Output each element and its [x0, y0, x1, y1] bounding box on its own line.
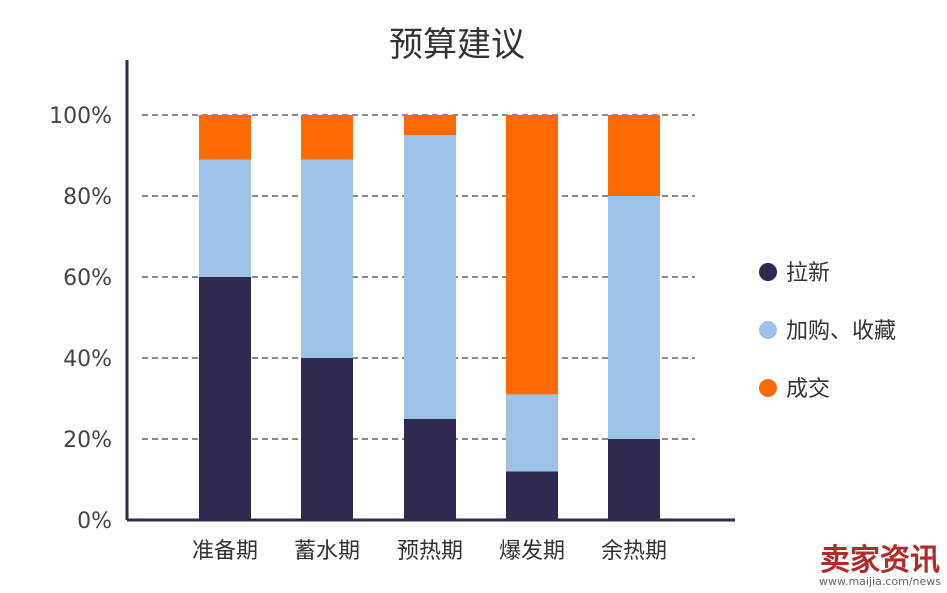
legend-label: 加购、收藏 [786, 319, 896, 344]
legend-marker [759, 379, 777, 397]
x-tick-label: 蓄水期 [294, 539, 360, 564]
x-tick-label: 准备期 [192, 539, 258, 564]
watermark: 卖家资讯 www.maijia.com/news [819, 543, 941, 588]
bar-segment [301, 358, 353, 520]
bar-segment [301, 115, 353, 160]
chart-title: 预算建议 [389, 25, 525, 65]
bars [199, 115, 660, 520]
x-tick-label: 爆发期 [499, 539, 565, 564]
legend-label: 拉新 [786, 261, 830, 286]
bar-segment [506, 471, 558, 520]
y-axis-ticks: 0% 20% 40% 60% 80% 100% [49, 104, 112, 534]
bar-segment [608, 196, 660, 439]
bar-segment [301, 159, 353, 358]
axes [125, 60, 735, 522]
bar-segment [608, 439, 660, 520]
bar-segment [199, 159, 251, 277]
watermark-text: 卖家资讯 [820, 543, 940, 578]
legend-marker [759, 321, 777, 339]
legend-label: 成交 [786, 377, 830, 402]
y-tick-label: 80% [63, 185, 112, 210]
bar-segment [404, 115, 456, 136]
bar-segment [404, 135, 456, 419]
watermark-url: www.maijia.com/news [819, 575, 941, 588]
y-tick-label: 40% [63, 347, 112, 372]
x-tick-label: 余热期 [601, 539, 667, 564]
y-tick-label: 0% [77, 509, 112, 534]
x-axis-labels: 准备期 蓄水期 预热期 爆发期 余热期 [192, 539, 667, 564]
bar-segment [199, 115, 251, 160]
bar-segment [506, 115, 558, 395]
bar-segment [404, 418, 456, 520]
bar-segment [199, 277, 251, 520]
y-tick-label: 100% [49, 104, 112, 129]
y-tick-label: 60% [63, 266, 112, 291]
y-tick-label: 20% [63, 428, 112, 453]
bar-segment [506, 394, 558, 472]
x-tick-label: 预热期 [397, 539, 463, 564]
legend-marker [759, 263, 777, 281]
bar-segment [608, 115, 660, 196]
